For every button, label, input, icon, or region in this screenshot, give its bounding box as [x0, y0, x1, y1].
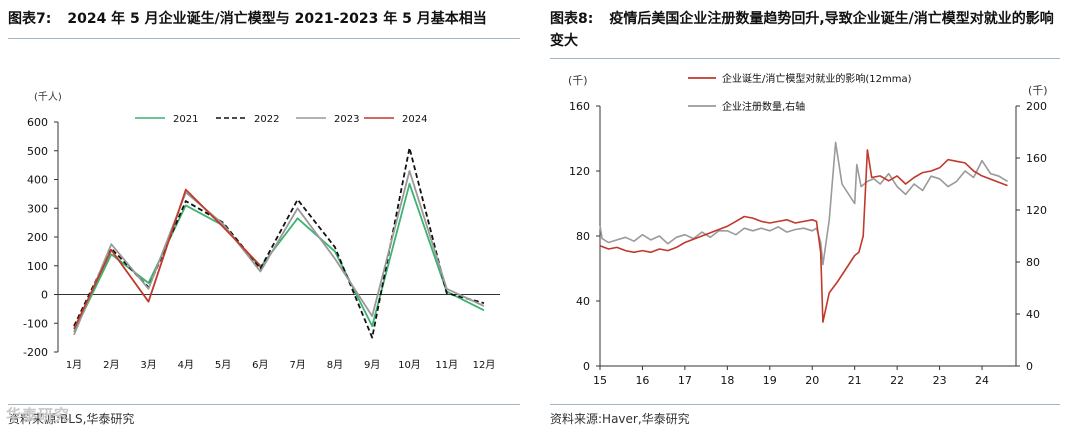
x-tick-label: 23	[933, 374, 947, 387]
x-tick-label: 18	[720, 374, 734, 387]
right-y-tick-label: 160	[1026, 152, 1047, 165]
y-axis-unit-label: (千人)	[34, 91, 62, 103]
figure-8-bottom-rule	[550, 404, 1060, 405]
left-y-tick-label: 40	[576, 295, 590, 308]
figure-8-source: 资料来源:Haver,华泰研究	[550, 412, 690, 426]
x-tick-label: 2月	[103, 359, 119, 371]
left-axis-unit-label: (千)	[568, 74, 588, 87]
figure-7-title-text: 2024 年 5 月企业诞生/消亡模型与 2021-2023 年 5 月基本相当	[67, 11, 487, 27]
series-line-2024	[73, 188, 262, 330]
x-tick-label: 12月	[473, 359, 496, 371]
left-y-tick-label: 120	[569, 165, 590, 178]
x-tick-label: 1月	[66, 359, 82, 371]
y-tick-label: -200	[23, 346, 48, 359]
y-tick-label: 0	[41, 289, 48, 302]
left-y-tick-label: 80	[576, 230, 590, 243]
left-y-tick-label: 0	[583, 360, 590, 373]
series-line-2021	[73, 182, 485, 333]
x-tick-label: 9月	[364, 359, 380, 371]
x-tick-label: 16	[635, 374, 649, 387]
x-tick-label: 5月	[215, 359, 231, 371]
right-y-tick-label: 120	[1026, 204, 1047, 217]
series-line-2023	[73, 170, 485, 336]
figure-7-label: 图表7:	[8, 11, 52, 27]
x-tick-label: 11月	[435, 359, 458, 371]
series-line-1	[599, 141, 1008, 266]
figure-7-source: 资料来源:BLS,华泰研究	[8, 412, 135, 426]
legend-label-2023: 2023	[334, 114, 359, 125]
x-tick-label: 6月	[252, 359, 268, 371]
legend-label-1: 企业注册数量,右轴	[722, 100, 805, 113]
legend-label-2021: 2021	[173, 114, 198, 125]
right-y-tick-label: 0	[1026, 360, 1033, 373]
figure-8-label: 图表8:	[550, 11, 594, 27]
x-tick-label: 3月	[140, 359, 156, 371]
legend-label-0: 企业诞生/消亡模型对就业的影响(12mma)	[722, 72, 912, 85]
x-tick-label: 10月	[398, 359, 421, 371]
y-tick-label: 500	[27, 145, 48, 158]
figure-7-panel: 图表7: 2024 年 5 月企业诞生/消亡模型与 2021-2023 年 5 月…	[0, 0, 530, 440]
figure-8-title-text: 疫情后美国企业注册数量趋势回升,导致企业诞生/消亡模型对就业的影响变大	[550, 11, 1054, 49]
watermark-logo: 华泰研究	[6, 406, 71, 424]
legend-label-2022: 2022	[254, 114, 279, 125]
x-tick-label: 19	[763, 374, 777, 387]
figure-8-chart: (千) (千) 0 40 80 120 160 0 40 80 120 160 200 15 16 17 18 1…	[568, 72, 1048, 387]
right-y-tick-label: 80	[1026, 256, 1040, 269]
y-tick-label: 300	[27, 202, 48, 215]
x-tick-label: 20	[805, 374, 819, 387]
y-tick-label: 100	[27, 260, 48, 273]
right-y-tick-label: 200	[1026, 100, 1047, 113]
series-line-0	[599, 149, 1008, 323]
figure-8-panel: 图表8: 疫情后美国企业注册数量趋势回升,导致企业诞生/消亡模型对就业的影响变大 …	[548, 0, 1080, 440]
y-tick-label: 400	[27, 174, 48, 187]
y-tick-label: 600	[27, 116, 48, 129]
x-tick-label: 24	[975, 374, 989, 387]
y-tick-label: 200	[27, 231, 48, 244]
left-y-tick-label: 160	[569, 100, 590, 113]
x-tick-label: 15	[593, 374, 607, 387]
x-tick-label: 4月	[178, 359, 194, 371]
figure-7-top-rule	[8, 38, 520, 39]
x-tick-label: 7月	[289, 359, 305, 371]
figure-8-top-rule	[550, 58, 1060, 59]
x-tick-label: 17	[678, 374, 692, 387]
right-axis-unit-label: (千)	[1028, 84, 1048, 97]
y-tick-label: -100	[23, 317, 48, 330]
figure-8-title: 图表8: 疫情后美国企业注册数量趋势回升,导致企业诞生/消亡模型对就业的影响变大	[550, 8, 1060, 52]
x-tick-label: 22	[890, 374, 904, 387]
figure-7-bottom-rule	[8, 404, 520, 405]
x-tick-label: 8月	[327, 359, 343, 371]
legend-label-2024: 2024	[402, 114, 427, 125]
x-tick-label: 21	[848, 374, 862, 387]
figure-7-title: 图表7: 2024 年 5 月企业诞生/消亡模型与 2021-2023 年 5 月…	[8, 8, 518, 30]
right-y-tick-label: 40	[1026, 308, 1040, 321]
figure-7-chart: (千人) -200 -100 0 100 200 300 400 500 600 1月 2月 3月 4月 5…	[23, 91, 500, 371]
